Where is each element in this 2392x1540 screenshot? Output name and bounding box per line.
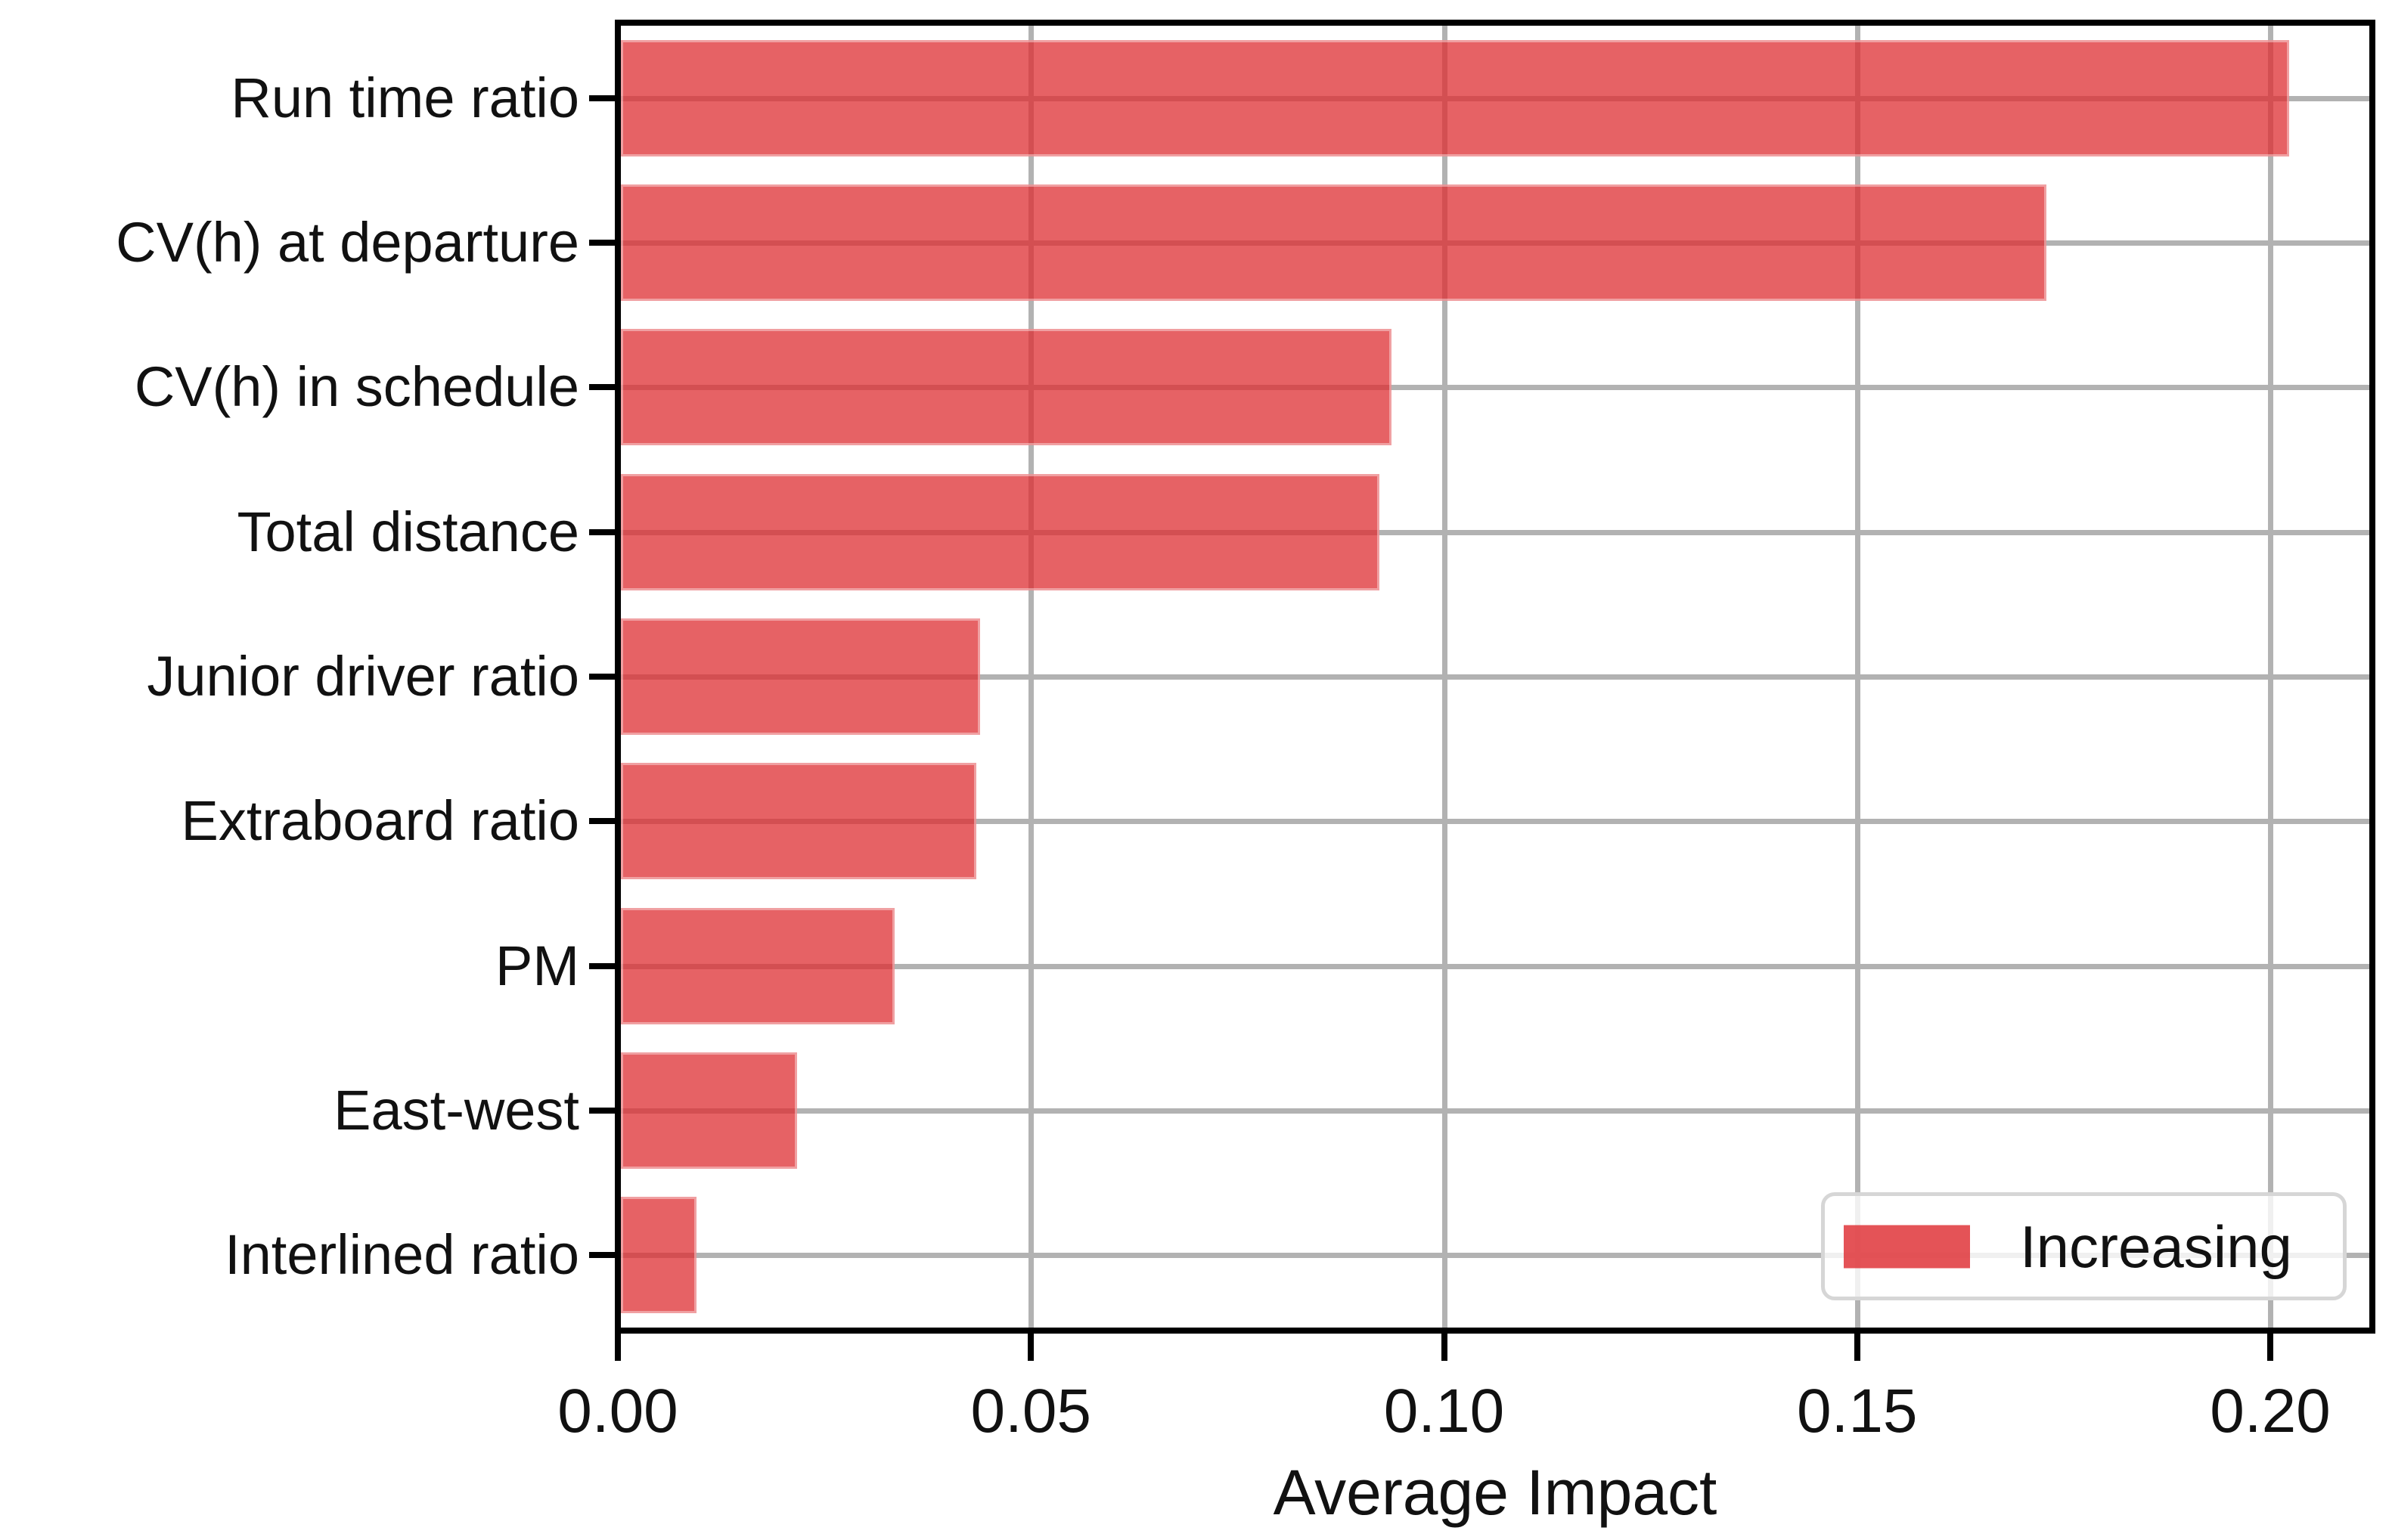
bar-cv-h-at-departure xyxy=(621,184,2046,301)
category-label: PM xyxy=(495,934,579,997)
y-tick-mark xyxy=(589,1252,618,1259)
category-label: Run time ratio xyxy=(231,66,579,129)
category-label: Interlined ratio xyxy=(225,1223,579,1287)
x-tick-mark xyxy=(1028,1334,1035,1361)
plot-area xyxy=(615,20,2375,1334)
bar-total-distance xyxy=(621,473,1380,590)
y-tick-mark xyxy=(589,674,618,680)
x-axis-title: Average Impact xyxy=(1273,1457,1717,1528)
x-tick-label: 0.00 xyxy=(557,1377,678,1445)
legend-swatch-increasing xyxy=(1844,1225,1970,1268)
y-tick-mark xyxy=(589,962,618,969)
x-tick-label: 0.15 xyxy=(1796,1377,1918,1445)
plot-content xyxy=(621,26,2369,1328)
category-label: CV(h) in schedule xyxy=(134,355,579,419)
bar-extraboard-ratio xyxy=(621,763,977,880)
x-tick-label: 0.20 xyxy=(2210,1377,2331,1445)
legend-label-increasing: Increasing xyxy=(2020,1213,2292,1280)
y-tick-mark xyxy=(589,1108,618,1114)
category-label: East-west xyxy=(334,1079,579,1142)
bar-run-time-ratio xyxy=(621,39,2290,156)
x-tick-mark xyxy=(1441,1334,1447,1361)
bar-pm xyxy=(621,907,895,1024)
y-gridline xyxy=(621,1108,2369,1114)
x-tick-mark xyxy=(1854,1334,1860,1361)
y-tick-mark xyxy=(589,384,618,391)
y-gridline xyxy=(621,819,2369,825)
y-tick-mark xyxy=(589,240,618,246)
y-gridline xyxy=(621,1253,2369,1259)
y-tick-mark xyxy=(589,528,618,535)
bar-east-west xyxy=(621,1052,798,1169)
y-tick-mark xyxy=(589,818,618,825)
x-tick-label: 0.05 xyxy=(970,1377,1092,1445)
y-tick-mark xyxy=(589,95,618,101)
y-gridline xyxy=(621,385,2369,391)
bar-cv-h-in-schedule xyxy=(621,329,1391,446)
bar-interlined-ratio xyxy=(621,1197,697,1314)
category-label: Total distance xyxy=(237,500,580,563)
x-tick-label: 0.10 xyxy=(1383,1377,1505,1445)
y-gridline xyxy=(621,529,2369,535)
legend: Increasing xyxy=(1821,1192,2347,1300)
x-tick-mark xyxy=(2267,1334,2273,1361)
y-gridline xyxy=(621,963,2369,969)
category-label: Junior driver ratio xyxy=(147,645,579,708)
category-label: Extraboard ratio xyxy=(181,789,580,853)
y-gridline xyxy=(621,674,2369,680)
x-tick-mark xyxy=(615,1334,621,1361)
bar-junior-driver-ratio xyxy=(621,618,980,735)
category-label: CV(h) at departure xyxy=(116,211,579,274)
